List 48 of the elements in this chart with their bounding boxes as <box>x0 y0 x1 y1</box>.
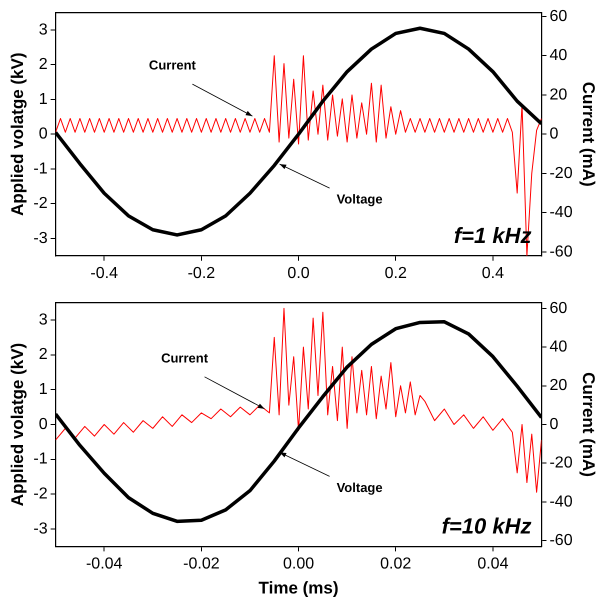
y2-tick-label: -20 <box>549 164 573 182</box>
y-tick-label: -3 <box>33 230 48 247</box>
y2-tick-label: 40 <box>549 47 568 64</box>
y-tick-label: 2 <box>38 346 48 364</box>
y-tick-label: 1 <box>38 90 48 108</box>
y2-tick-label: -20 <box>549 454 573 472</box>
y2-tick-label: 60 <box>549 300 568 317</box>
y-tick-label: 2 <box>38 56 48 74</box>
y-tick-label: -1 <box>33 160 48 178</box>
x-tick-label: 0.2 <box>384 264 407 282</box>
y2-tick-label: 0 <box>549 126 558 143</box>
annotation: Voltage <box>336 192 383 207</box>
y-axis-title: Applied volatge (kV) <box>8 52 27 216</box>
x-tick-label: 0.02 <box>380 555 412 572</box>
y-tick-label: 3 <box>38 21 48 38</box>
x-tick-label: 0.0 <box>287 264 310 282</box>
x-tick-label: -0.2 <box>188 264 216 282</box>
x-tick-label: 0.04 <box>477 555 509 572</box>
x-tick-label: 0.00 <box>282 555 314 572</box>
y2-axis-title: Current (mA) <box>579 372 598 477</box>
y2-tick-label: -40 <box>549 204 573 222</box>
y2-tick-label: 20 <box>549 377 568 394</box>
y-tick-label: -2 <box>33 195 48 212</box>
y-tick-label: 0 <box>38 416 48 433</box>
y-tick-label: 3 <box>38 311 48 328</box>
x-axis-title: Time (ms) <box>258 578 339 598</box>
x-tick-label: -0.4 <box>90 264 118 282</box>
y2-tick-label: 40 <box>549 338 568 356</box>
y-tick-label: -3 <box>33 520 48 538</box>
y2-axis-title: Current (mA) <box>579 82 598 187</box>
y2-tick-label: -60 <box>549 243 573 260</box>
annotation: Current <box>148 58 197 73</box>
y-tick-label: 1 <box>38 381 48 398</box>
x-tick-label: 0.4 <box>482 264 504 282</box>
y2-tick-label: 0 <box>549 416 558 433</box>
y-tick-label: -1 <box>33 450 48 468</box>
y2-tick-label: 60 <box>549 8 568 25</box>
x-tick-label: -0.02 <box>183 555 220 572</box>
y2-tick-label: -60 <box>549 532 573 549</box>
y-tick-label: 0 <box>38 126 48 143</box>
y-tick-label: -2 <box>33 486 48 503</box>
annotation: Voltage <box>336 480 383 495</box>
y2-tick-label: -40 <box>549 493 573 510</box>
annotation: Current <box>161 350 209 366</box>
y2-tick-label: 20 <box>549 86 568 104</box>
y-axis-title: Applied volatge (kV) <box>8 342 27 506</box>
annotation: f=10 kHz <box>442 513 532 538</box>
x-tick-label: -0.04 <box>86 555 123 572</box>
